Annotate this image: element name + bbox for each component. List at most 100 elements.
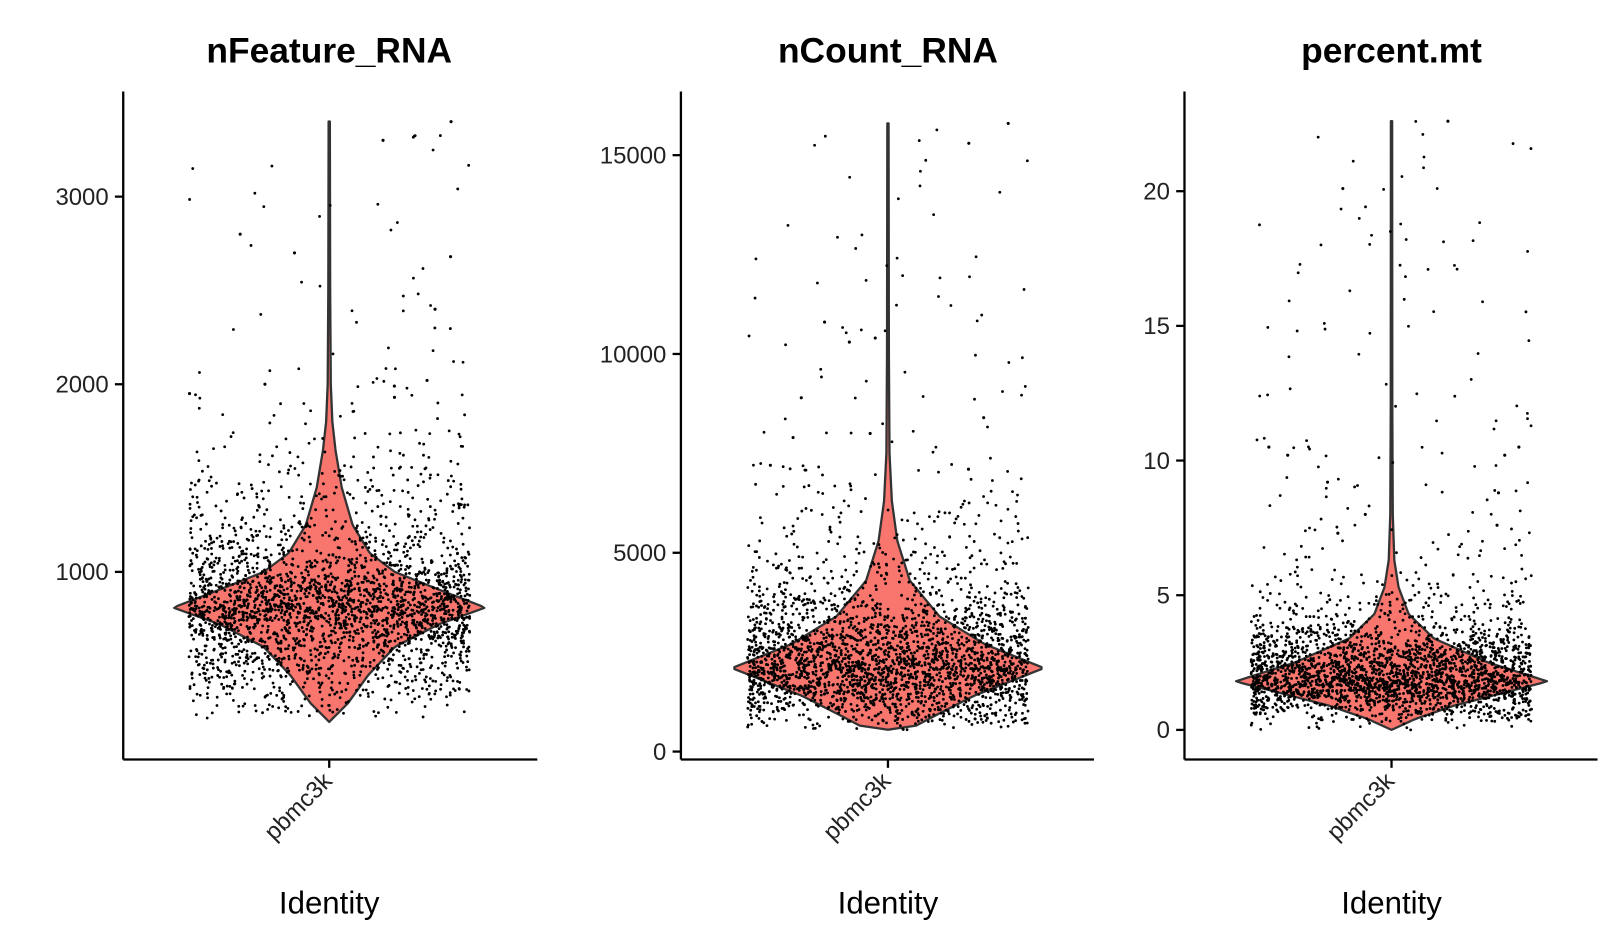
outlier-point — [425, 378, 429, 383]
data-point — [360, 626, 363, 630]
data-point — [836, 604, 840, 608]
data-point — [348, 597, 352, 601]
data-point — [369, 621, 373, 625]
data-point — [783, 669, 787, 673]
data-point — [412, 543, 416, 547]
data-point — [780, 687, 784, 691]
data-point — [223, 631, 227, 635]
data-point — [891, 667, 895, 671]
data-point — [850, 708, 854, 711]
data-point — [393, 587, 397, 591]
data-point — [990, 657, 994, 661]
data-point — [1011, 673, 1014, 676]
data-point — [939, 711, 943, 715]
data-point — [235, 567, 239, 571]
data-point — [352, 673, 356, 677]
data-point — [467, 587, 470, 591]
data-point — [1025, 697, 1029, 701]
data-point — [188, 506, 192, 510]
data-point — [353, 663, 357, 667]
data-point — [228, 578, 232, 582]
data-point — [926, 603, 930, 607]
data-point — [863, 688, 867, 692]
data-point — [196, 614, 200, 618]
data-point — [369, 478, 373, 482]
data-point — [364, 688, 368, 692]
data-point — [771, 563, 775, 567]
data-point — [342, 556, 346, 560]
data-point — [382, 539, 385, 543]
data-point — [304, 568, 308, 572]
data-point — [900, 593, 903, 597]
data-point — [927, 668, 931, 672]
data-point — [276, 543, 280, 547]
data-point — [940, 594, 944, 598]
data-point — [748, 619, 752, 623]
data-point — [353, 563, 357, 567]
data-point — [453, 617, 457, 620]
data-point — [821, 601, 825, 605]
data-point — [1009, 592, 1013, 596]
data-point — [355, 659, 359, 663]
data-point — [967, 501, 971, 505]
data-point — [847, 504, 851, 508]
data-point — [215, 623, 219, 626]
data-point — [894, 672, 898, 676]
data-point — [245, 655, 249, 658]
data-point — [297, 602, 301, 606]
data-point — [810, 608, 814, 612]
data-point — [798, 673, 802, 676]
data-point — [1023, 622, 1027, 626]
data-point — [314, 580, 317, 584]
data-point — [984, 719, 988, 722]
data-point — [418, 601, 422, 605]
data-point — [275, 662, 279, 666]
data-point — [753, 672, 756, 676]
data-point — [892, 648, 896, 652]
data-point — [324, 588, 328, 592]
data-point — [398, 641, 402, 645]
data-point — [350, 309, 354, 313]
data-point — [316, 581, 320, 585]
data-point — [333, 520, 337, 524]
data-point — [944, 615, 948, 619]
data-point — [459, 606, 463, 610]
data-point — [287, 495, 291, 499]
data-point — [893, 719, 897, 723]
data-point — [1016, 522, 1020, 525]
data-point — [385, 628, 389, 632]
data-point — [410, 700, 414, 704]
data-point — [301, 685, 305, 689]
data-point — [1004, 713, 1008, 717]
data-point — [813, 589, 817, 593]
data-point — [355, 656, 359, 660]
data-point — [446, 676, 449, 679]
data-point — [843, 603, 847, 607]
data-point — [780, 645, 784, 649]
data-point — [350, 588, 354, 592]
data-point — [269, 578, 272, 582]
data-point — [885, 642, 889, 646]
data-point — [188, 198, 192, 201]
data-point — [204, 656, 208, 660]
data-point — [860, 629, 864, 633]
data-point — [334, 578, 338, 582]
data-point — [989, 643, 993, 647]
data-point — [187, 655, 191, 659]
data-point — [328, 667, 332, 671]
data-point — [1015, 561, 1019, 565]
data-point — [871, 627, 874, 630]
data-point — [277, 470, 281, 474]
data-point — [899, 696, 903, 700]
data-point — [792, 596, 796, 600]
data-point — [386, 593, 390, 597]
data-point — [784, 595, 787, 599]
data-point — [344, 520, 347, 523]
data-point — [895, 721, 899, 725]
data-point — [914, 710, 918, 713]
data-point — [807, 598, 811, 602]
data-point — [439, 573, 443, 576]
data-point — [373, 553, 377, 556]
data-point — [368, 660, 372, 664]
